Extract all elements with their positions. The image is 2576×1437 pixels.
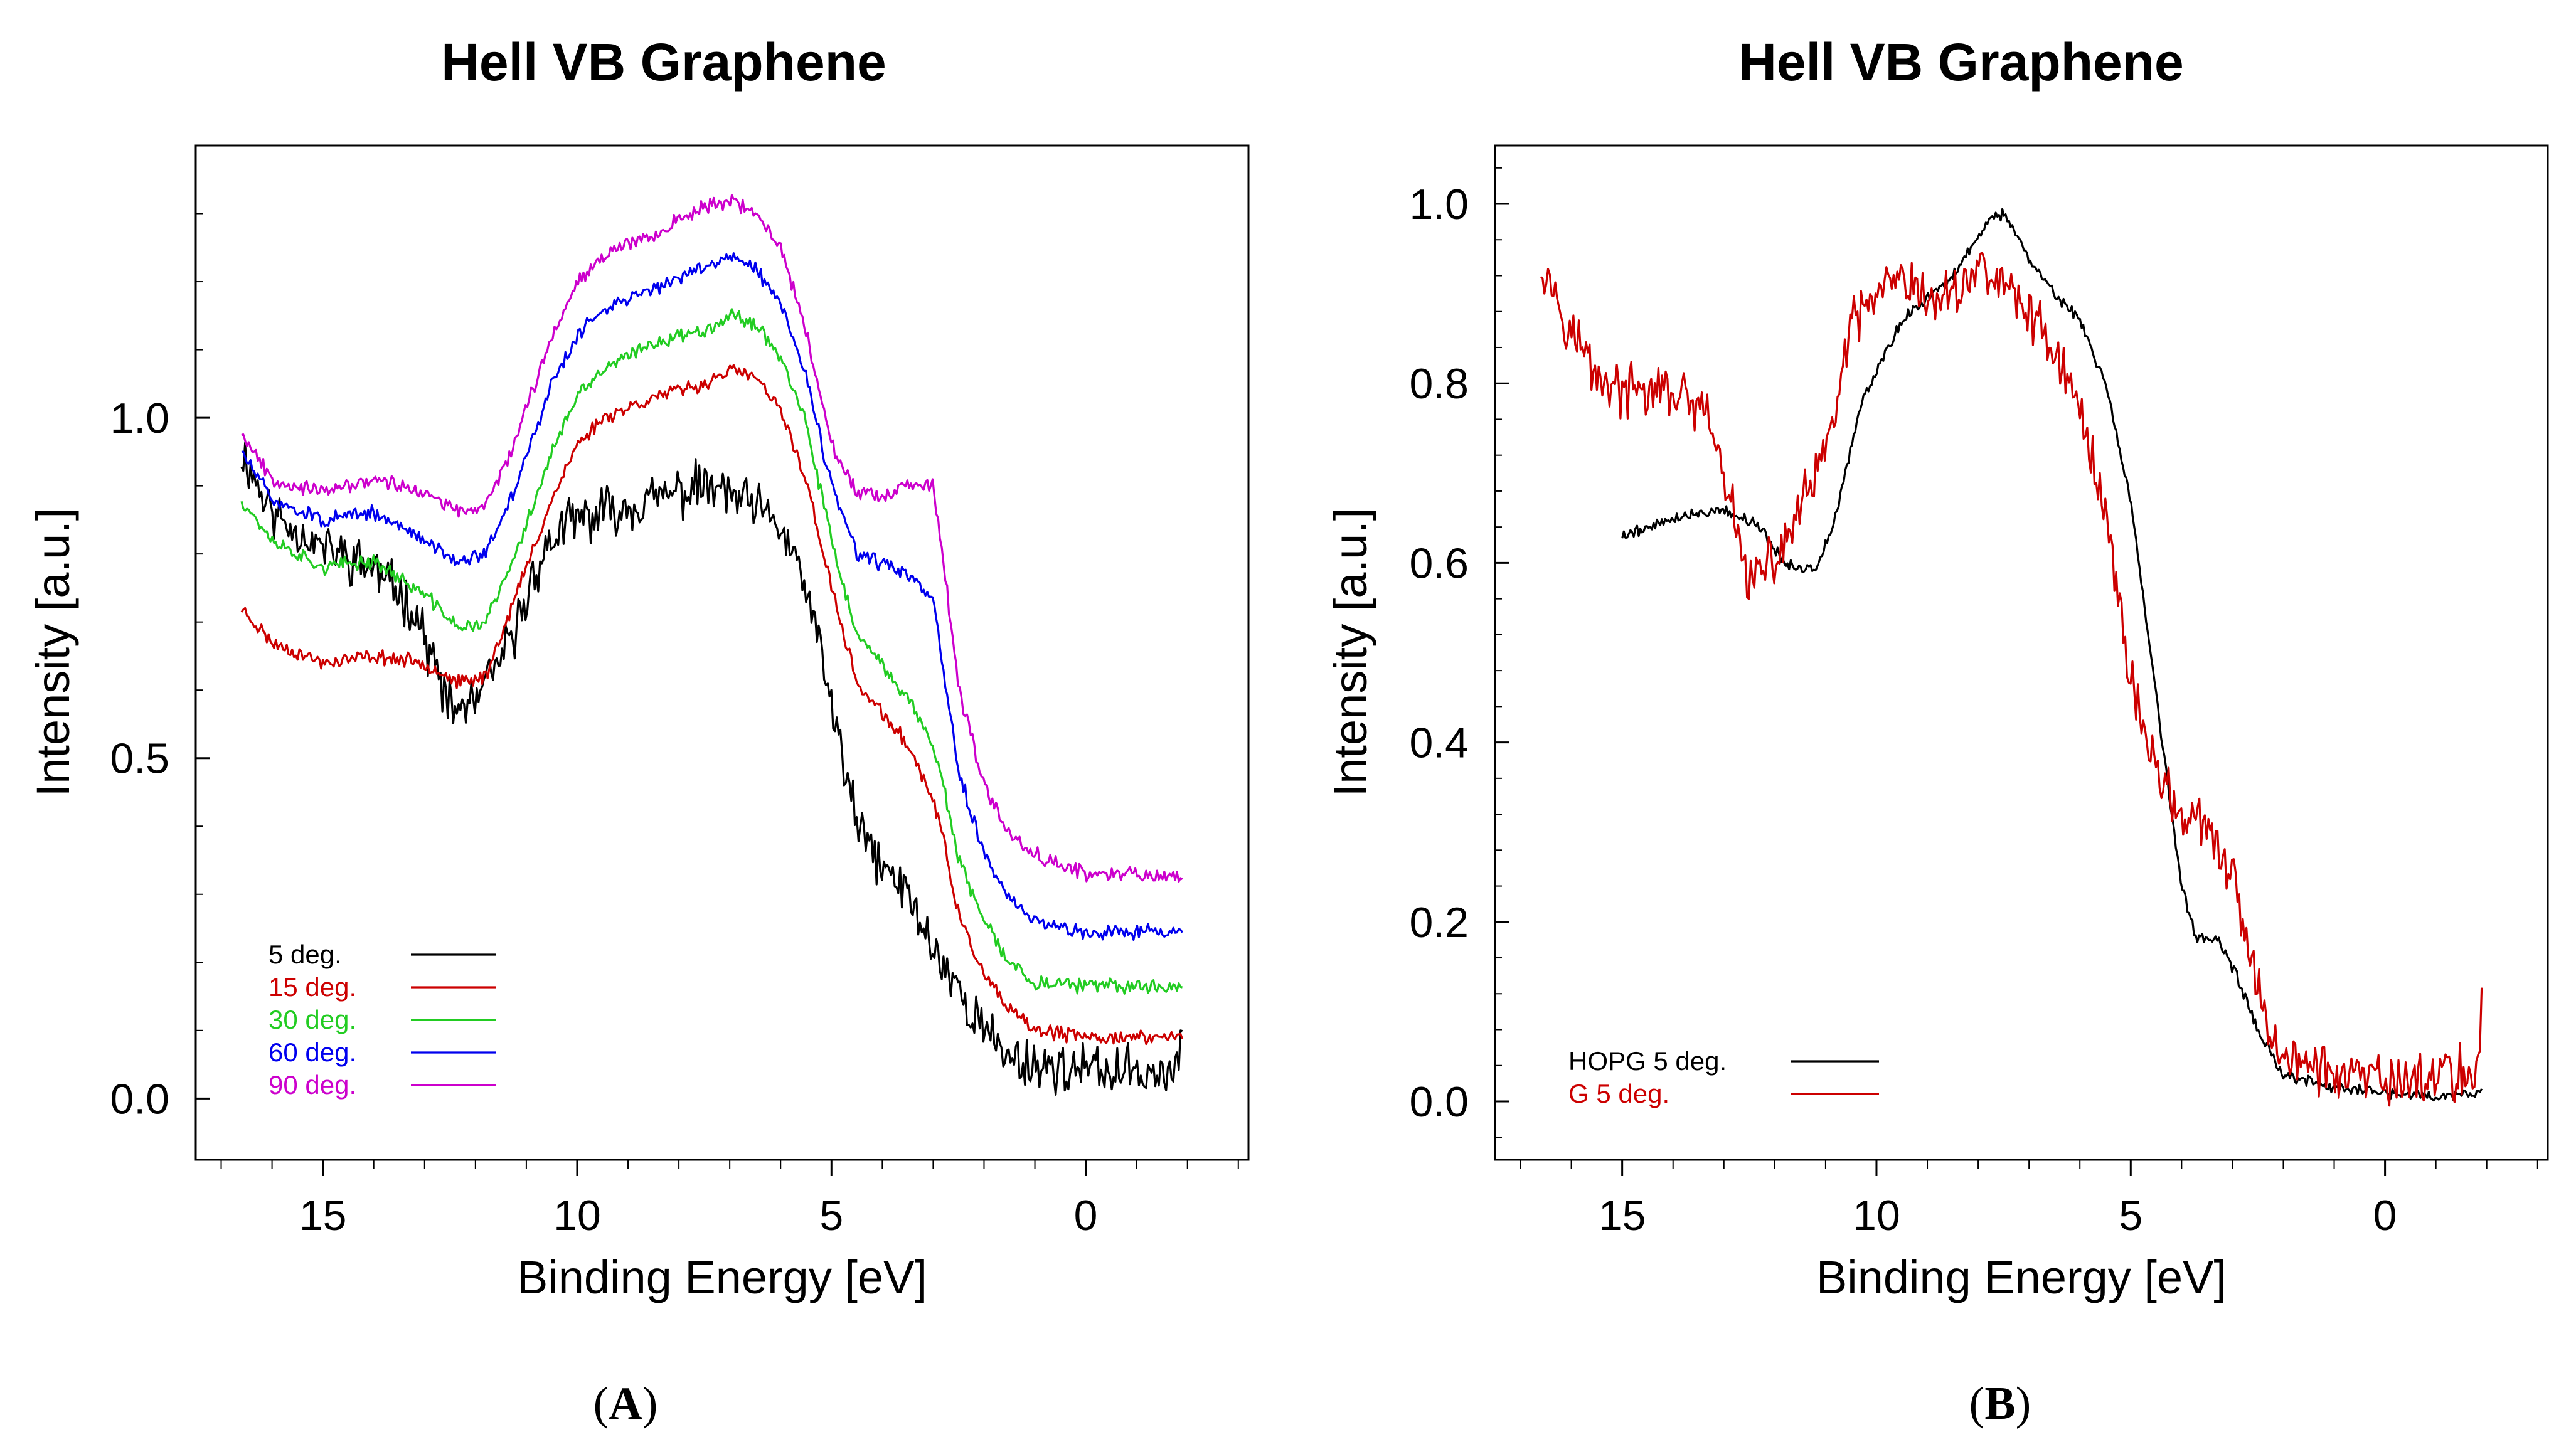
chart-a-x-tick-label: 5 [819,1192,843,1239]
chart-b-series-line-1 [1621,208,2483,1102]
chart-b-series-line-2 [1540,252,2483,1107]
chart-b-x-axis-label: Binding Energy [eV] [1816,1251,2227,1303]
chart-a-y-axis-label: Intensity [a.u.] [27,508,79,797]
chart-b-y-tick-label: 0.4 [1409,719,1469,767]
chart-a-series-line-4 [241,252,1183,941]
chart-a-x-axis: 15 10 5 0 [220,1160,1239,1239]
panel-a-label: (A) [593,1378,658,1429]
chart-b-y-axis: 0.0 0.2 0.4 0.6 0.8 1.0 [1409,167,1509,1138]
panel-a-letter: A [609,1378,642,1429]
chart-b-x-tick-label: 15 [1599,1192,1646,1239]
chart-b-x-tick-label: 0 [2373,1192,2397,1239]
chart-a-x-axis-label: Binding Energy [eV] [517,1251,927,1303]
panel-b-label: (B) [1969,1378,2031,1429]
chart-b-title: Hell VB Graphene [1738,33,2184,92]
chart-a-series-line-3 [240,308,1183,995]
chart-panel-b: Hell VB Graphene 0.0 0.2 0.4 0.6 0.8 1.0 15 10… [1324,33,2549,1429]
chart-b-y-tick-label: 0.0 [1409,1078,1469,1126]
chart-b-plot-frame [1494,144,2549,1161]
chart-b-y-tick-label: 1.0 [1409,181,1469,228]
chart-b-y-tick-label: 0.6 [1409,539,1469,587]
chart-b-y-tick-label: 0.8 [1409,360,1469,408]
chart-a-x-tick-label: 15 [299,1192,347,1239]
chart-a-y-tick-label: 1.0 [110,395,169,442]
chart-b-x-axis: 15 10 5 0 [1520,1160,2538,1239]
chart-a-series-line-5 [241,194,1183,883]
chart-a-x-tick-label: 10 [553,1192,601,1239]
chart-b-legend-label: G 5 deg. [1568,1079,1669,1108]
chart-a-title: Hell VB Graphene [441,33,886,92]
chart-b-x-tick-label: 10 [1853,1192,1900,1239]
chart-a-series-line-2 [240,364,1184,1046]
chart-a-legend-label: 90 deg. [269,1070,356,1100]
chart-b-y-axis-label: Intensity [a.u.] [1324,508,1376,797]
chart-a-legend-label: 5 deg. [269,940,342,969]
chart-a-legend-label: 60 deg. [269,1037,356,1067]
panel-b-letter: B [1984,1378,2015,1429]
chart-a-legend: 5 deg. 15 deg. 30 deg. 60 deg.90 deg. [269,940,496,1100]
chart-a-y-axis: 0.0 0.5 1.0 [110,213,210,1123]
chart-a-series-line-1 [240,442,1183,1096]
chart-b-x-tick-label: 5 [2119,1192,2142,1239]
chart-a-y-tick-label: 0.0 [110,1075,169,1123]
chart-panel-a: Hell VB Graphene 0.0 0.5 1.0 15 10 5 0 5 deg.… [27,33,1250,1429]
chart-b-y-tick-label: 0.2 [1409,899,1469,947]
chart-a-legend-label: 30 deg. [269,1005,356,1034]
chart-a-x-tick-label: 0 [1074,1192,1098,1239]
chart-a-series-group [240,194,1184,1096]
chart-a-plot-frame [194,144,1250,1161]
chart-b-series-group [1540,208,2483,1107]
chart-a-y-tick-label: 0.5 [110,735,169,783]
chart-a-legend-label: 15 deg. [269,972,356,1002]
chart-b-legend: HOPG 5 deg. G 5 deg. [1568,1046,1879,1108]
chart-b-legend-label: HOPG 5 deg. [1568,1046,1727,1076]
